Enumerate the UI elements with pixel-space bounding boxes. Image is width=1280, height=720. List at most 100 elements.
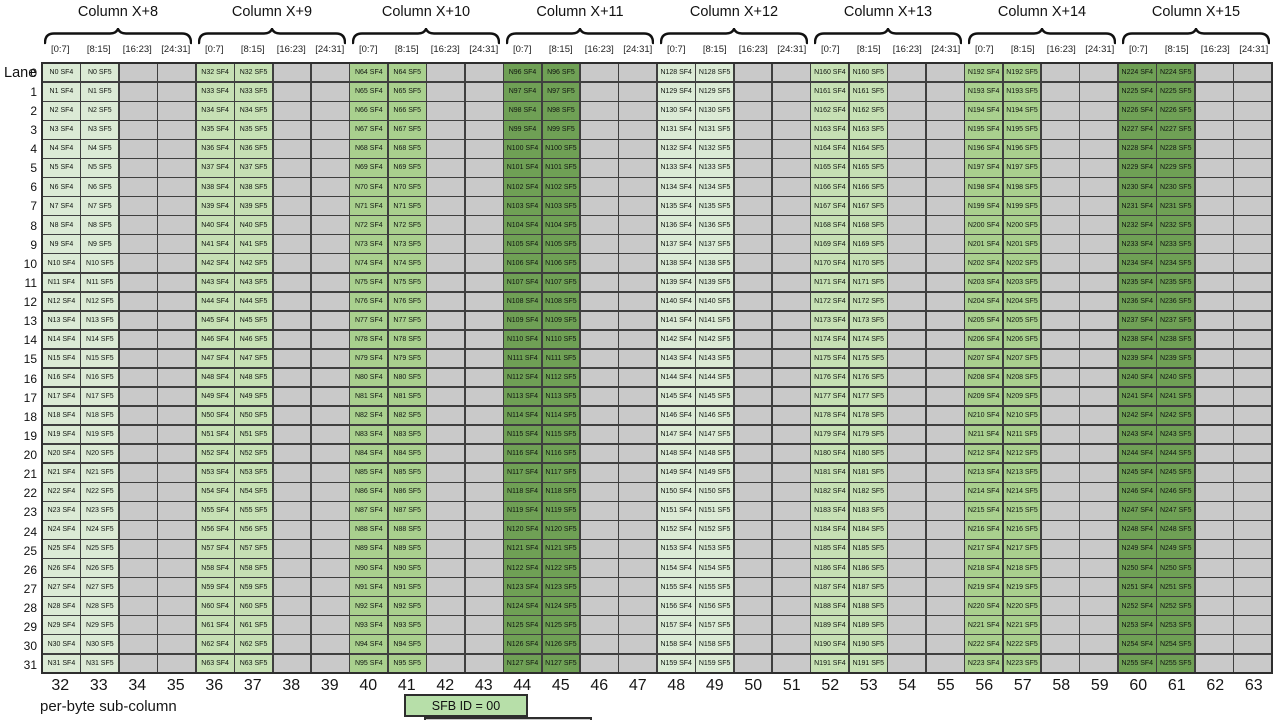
byte-cell: N128 SF5 bbox=[696, 64, 734, 82]
lane-number: 5 bbox=[30, 161, 37, 176]
byte-cell: N26 SF5 bbox=[81, 559, 119, 577]
empty-byte-cell bbox=[1234, 197, 1271, 215]
empty-byte-cell bbox=[734, 273, 772, 291]
byte-cell: N247 SF4 bbox=[1118, 502, 1156, 520]
byte-cell: N179 SF4 bbox=[811, 425, 849, 444]
byte-cell: N12 SF5 bbox=[81, 292, 119, 311]
byte-cell: N36 SF4 bbox=[196, 140, 234, 158]
empty-byte-cell bbox=[427, 64, 465, 82]
byte-cell: N152 SF4 bbox=[657, 521, 695, 539]
byte-cell: N114 SF5 bbox=[542, 406, 580, 425]
byte-cell: N55 SF4 bbox=[196, 502, 234, 520]
byte-cell: N195 SF4 bbox=[965, 121, 1003, 139]
empty-byte-cell bbox=[580, 121, 618, 139]
empty-byte-cell bbox=[119, 444, 157, 463]
byte-cell: N160 SF4 bbox=[811, 64, 849, 82]
byte-cell: N41 SF4 bbox=[196, 235, 234, 253]
byte-cell: N169 SF5 bbox=[849, 235, 887, 253]
byte-cell: N130 SF5 bbox=[696, 102, 734, 120]
byte-cell: N109 SF5 bbox=[542, 311, 580, 330]
byte-cell: N221 SF5 bbox=[1003, 616, 1041, 634]
empty-byte-cell bbox=[427, 159, 465, 177]
empty-byte-cell bbox=[580, 235, 618, 253]
empty-byte-cell bbox=[1195, 216, 1233, 234]
byte-cell: N167 SF4 bbox=[811, 197, 849, 215]
byte-cell: N161 SF4 bbox=[811, 83, 849, 101]
byte-cell: N207 SF5 bbox=[1003, 349, 1041, 368]
byte-cell: N8 SF4 bbox=[43, 216, 80, 234]
empty-byte-cell bbox=[619, 559, 657, 577]
empty-byte-cell bbox=[1195, 464, 1233, 482]
lane-number: 30 bbox=[23, 639, 37, 654]
empty-byte-cell bbox=[1195, 597, 1233, 615]
lane-number: 6 bbox=[30, 180, 37, 195]
byte-cell: N226 SF5 bbox=[1157, 102, 1195, 120]
byte-cell: N20 SF5 bbox=[81, 444, 119, 463]
empty-byte-cell bbox=[465, 254, 503, 272]
empty-byte-cell bbox=[734, 83, 772, 101]
empty-byte-cell bbox=[1042, 64, 1079, 82]
empty-byte-cell bbox=[465, 387, 503, 406]
byte-cell: N176 SF4 bbox=[811, 368, 849, 387]
empty-byte-cell bbox=[1195, 292, 1233, 311]
empty-byte-cell bbox=[1042, 578, 1079, 596]
lane-number: 4 bbox=[30, 142, 37, 156]
byte-cell: N85 SF5 bbox=[388, 464, 426, 482]
empty-byte-cell bbox=[1080, 444, 1118, 463]
empty-byte-cell bbox=[119, 292, 157, 311]
empty-byte-cell bbox=[1195, 387, 1233, 406]
byte-cell: N19 SF4 bbox=[43, 425, 80, 444]
empty-byte-cell bbox=[465, 368, 503, 387]
empty-byte-cell bbox=[1042, 464, 1079, 482]
byte-cell: N87 SF4 bbox=[350, 502, 388, 520]
empty-byte-cell bbox=[1080, 140, 1118, 158]
byte-cell: N143 SF5 bbox=[696, 349, 734, 368]
byte-cell: N205 SF4 bbox=[965, 311, 1003, 330]
empty-byte-cell bbox=[580, 387, 618, 406]
byte-cell: N37 SF5 bbox=[235, 159, 272, 177]
empty-byte-cell bbox=[888, 159, 926, 177]
byte-cell: N224 SF5 bbox=[1157, 64, 1195, 82]
empty-byte-cell bbox=[926, 616, 964, 634]
byte-cell: N75 SF4 bbox=[350, 273, 388, 291]
empty-byte-cell bbox=[1080, 597, 1118, 615]
empty-byte-cell bbox=[465, 159, 503, 177]
byte-cell: N241 SF5 bbox=[1157, 387, 1195, 406]
byte-cell: N9 SF4 bbox=[43, 235, 80, 253]
byte-cell: N35 SF4 bbox=[196, 121, 234, 139]
empty-byte-cell bbox=[158, 273, 196, 291]
empty-byte-cell bbox=[926, 102, 964, 120]
empty-byte-cell bbox=[311, 483, 349, 501]
lane-number: 1 bbox=[30, 84, 37, 99]
empty-byte-cell bbox=[273, 425, 311, 444]
byte-cell: N154 SF5 bbox=[696, 559, 734, 577]
empty-byte-cell bbox=[888, 406, 926, 425]
byte-range-sub-header: [24:31] bbox=[623, 44, 653, 55]
byte-range-sub-header: [24:31] bbox=[161, 44, 191, 55]
lane-number: 18 bbox=[23, 409, 37, 424]
empty-byte-cell bbox=[158, 140, 196, 158]
empty-byte-cell bbox=[1042, 387, 1079, 406]
byte-cell: N47 SF4 bbox=[196, 349, 234, 368]
empty-byte-cell bbox=[1080, 616, 1118, 634]
byte-range-sub-header: [24:31] bbox=[1239, 44, 1269, 55]
byte-cell: N247 SF5 bbox=[1157, 502, 1195, 520]
empty-byte-cell bbox=[273, 654, 311, 672]
empty-byte-cell bbox=[734, 578, 772, 596]
empty-byte-cell bbox=[119, 216, 157, 234]
empty-byte-cell bbox=[888, 273, 926, 291]
empty-byte-cell bbox=[1042, 235, 1079, 253]
byte-cell: N1 SF4 bbox=[43, 83, 80, 101]
byte-cell: N193 SF4 bbox=[965, 83, 1003, 101]
lane-number: 0 bbox=[30, 65, 37, 80]
empty-byte-cell bbox=[1080, 578, 1118, 596]
byte-cell: N142 SF5 bbox=[696, 330, 734, 349]
byte-cell: N130 SF4 bbox=[657, 102, 695, 120]
byte-cell: N232 SF5 bbox=[1157, 216, 1195, 234]
byte-cell: N151 SF4 bbox=[657, 502, 695, 520]
byte-cell: N203 SF4 bbox=[965, 273, 1003, 291]
empty-byte-cell bbox=[158, 311, 196, 330]
empty-byte-cell bbox=[311, 330, 349, 349]
empty-byte-cell bbox=[888, 330, 926, 349]
empty-byte-cell bbox=[888, 597, 926, 615]
